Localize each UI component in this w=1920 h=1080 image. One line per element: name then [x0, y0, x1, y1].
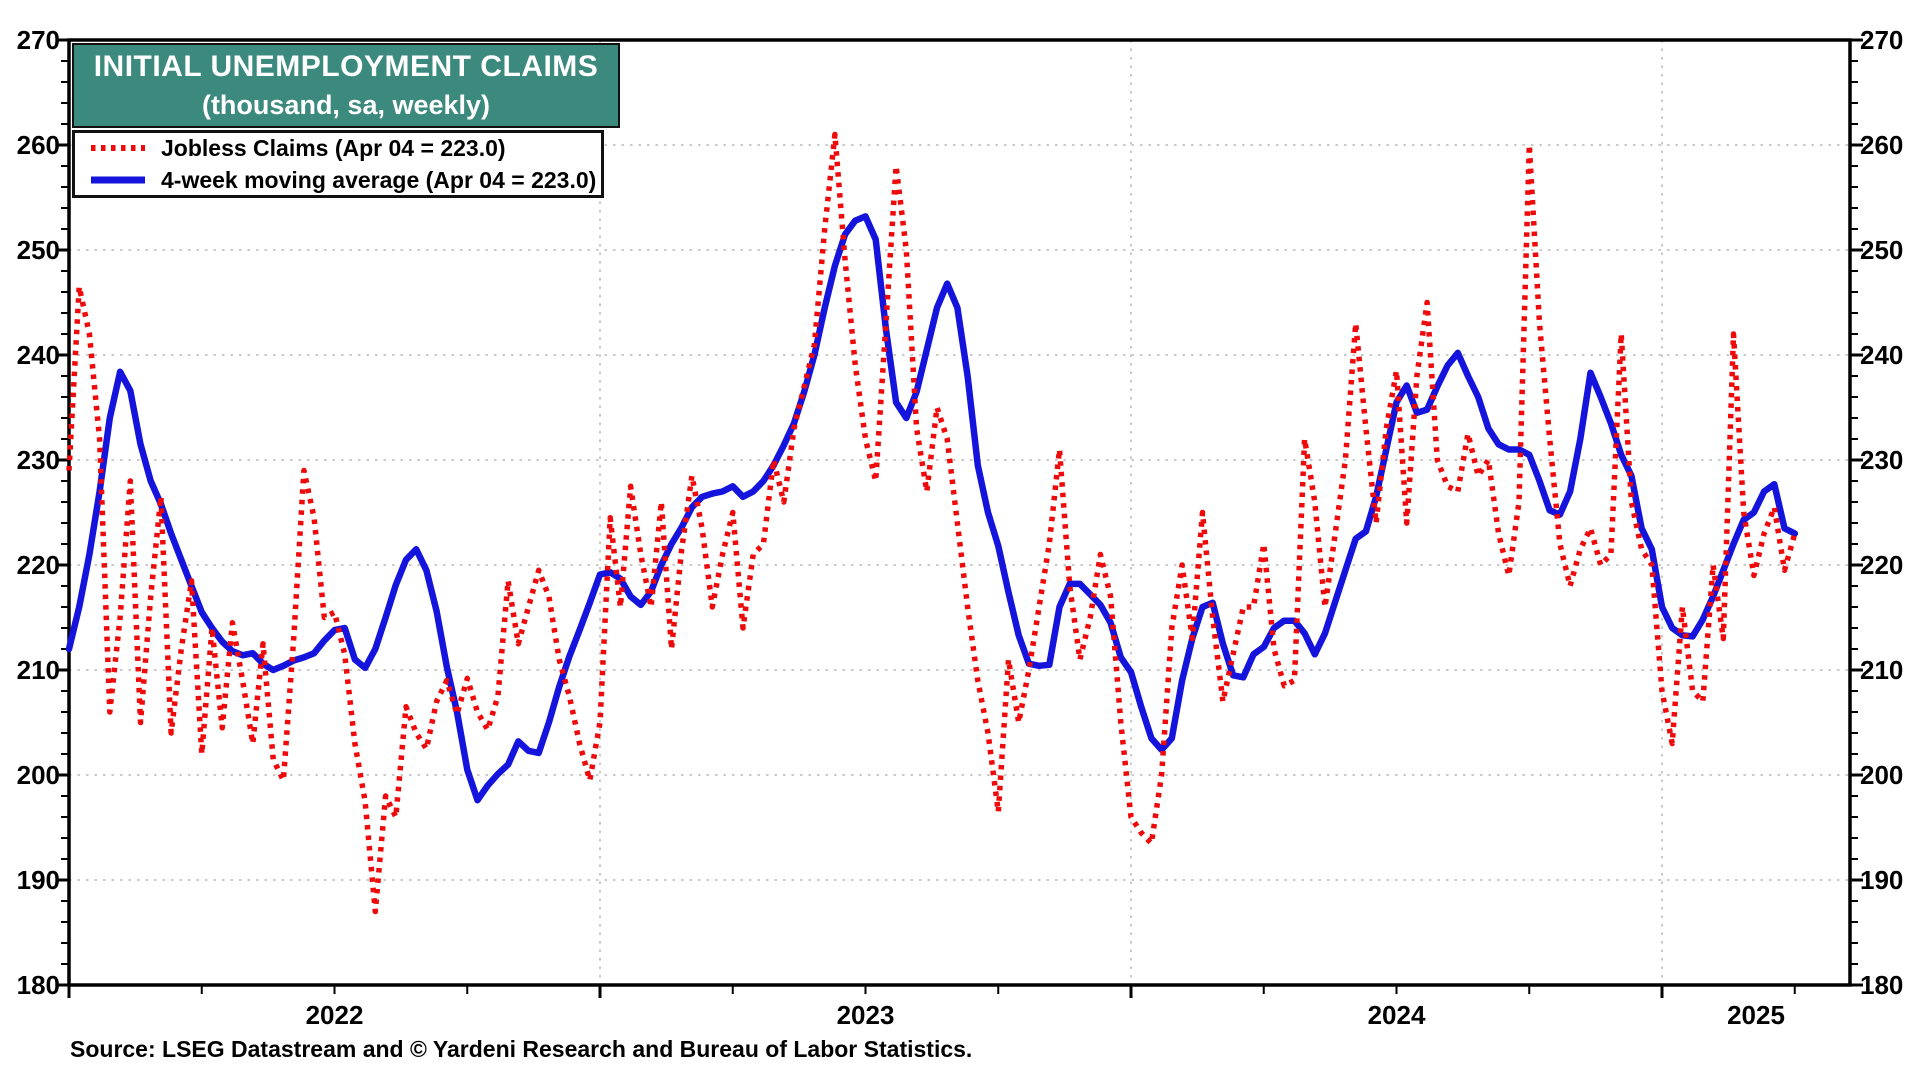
x-axis-label-2023: 2023: [836, 1000, 895, 1030]
y-axis-label-left-270: 270: [16, 25, 60, 55]
y-axis-label-left-190: 190: [16, 865, 60, 895]
chart-title: INITIAL UNEMPLOYMENT CLAIMS: [93, 50, 599, 83]
x-axis-label-2025: 2025: [1727, 1000, 1785, 1030]
chart-title-box: INITIAL UNEMPLOYMENT CLAIMS (thousand, s…: [72, 43, 620, 128]
y-axis-label-left-220: 220: [16, 550, 60, 580]
y-axis-label-right-190: 190: [1860, 865, 1904, 895]
y-axis-label-right-270: 270: [1860, 25, 1904, 55]
y-axis-label-right-200: 200: [1860, 760, 1904, 790]
legend-label-jobless-claims: Jobless Claims (Apr 04 = 223.0): [161, 134, 506, 161]
series-line-4-week-moving-average: [65, 213, 1799, 804]
source-note: Source: LSEG Datastream and © Yardeni Re…: [70, 1036, 973, 1062]
y-axis-label-left-250: 250: [16, 235, 60, 265]
y-axis-label-right-220: 220: [1860, 550, 1904, 580]
y-axis-label-left-210: 210: [16, 655, 60, 685]
x-axis-label-2024: 2024: [1367, 1000, 1426, 1030]
y-axis-label-right-260: 260: [1860, 130, 1904, 160]
red-dotted-line-swatch: [91, 145, 145, 151]
y-axis-label-right-250: 250: [1860, 235, 1904, 265]
y-axis-label-left-200: 200: [16, 760, 60, 790]
y-axis-label-right-210: 210: [1860, 655, 1904, 685]
plot-border: [67, 38, 1852, 987]
y-axis-label-left-230: 230: [16, 445, 60, 475]
chart-subtitle: (thousand, sa, weekly): [201, 90, 491, 120]
y-axis-label-right-240: 240: [1860, 340, 1904, 370]
y-axis-label-left-240: 240: [16, 340, 60, 370]
legend-item-4-week-moving-average: 4-week moving average (Apr 04 = 223.0): [89, 166, 601, 194]
legend-item-jobless-claims: Jobless Claims (Apr 04 = 223.0): [89, 134, 601, 162]
y-axis-label-left-260: 260: [16, 130, 60, 160]
blue-solid-line-swatch: [91, 176, 145, 184]
y-axis-label-right-180: 180: [1860, 970, 1904, 1000]
legend: Jobless Claims (Apr 04 = 223.0) 4-week m…: [72, 130, 604, 198]
legend-label-4-week-moving-average: 4-week moving average (Apr 04 = 223.0): [161, 166, 597, 193]
x-axis-label-2022: 2022: [305, 1000, 364, 1030]
y-axis-label-left-180: 180: [16, 970, 60, 1000]
y-axis-label-right-230: 230: [1860, 445, 1904, 475]
series-line-jobless-claims: [66, 131, 1798, 915]
